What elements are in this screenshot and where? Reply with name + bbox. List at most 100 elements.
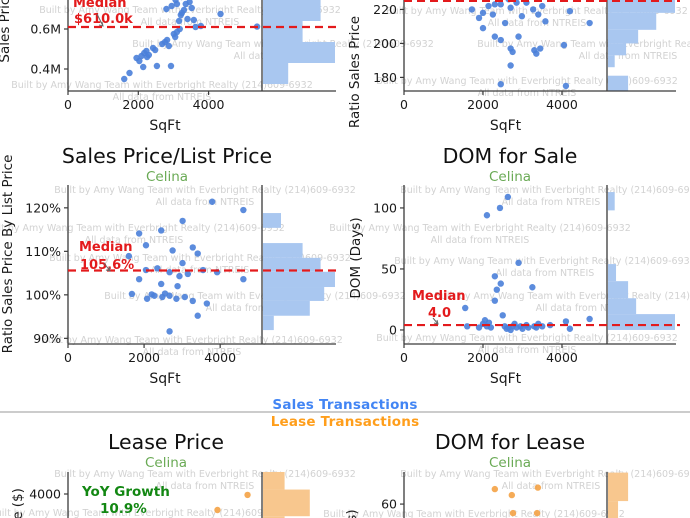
data-point [586, 19, 593, 27]
chart-subtitle: Celina [489, 169, 531, 185]
data-point [142, 266, 150, 274]
y-tick-label: 0.6M [30, 22, 61, 37]
hist-bar [263, 257, 321, 272]
data-point [184, 15, 191, 23]
x-axis-label: SqFt [149, 371, 181, 387]
data-point [497, 36, 504, 44]
hist-bar [263, 63, 289, 84]
chart-title: Sales Price/List Price [62, 144, 272, 168]
hist-bar [608, 501, 619, 518]
hist-bar [608, 281, 629, 299]
annotation-arrow [96, 13, 104, 27]
watermark-text: All data from NTREIS [496, 268, 595, 279]
data-point [151, 46, 159, 54]
watermark-text: All data from NTREIS [206, 303, 305, 314]
legend-sales-label: Sales Transactions [272, 397, 418, 413]
data-point [566, 7, 574, 15]
data-point [143, 295, 151, 302]
hist-bar [608, 55, 615, 68]
watermark-text: All data from NTREIS [502, 481, 601, 492]
data-point [181, 293, 188, 301]
hist-bar [608, 75, 629, 91]
data-point [190, 16, 198, 24]
chart-sales_price: 0.4M 0.6M 0 2000 4000 SqFt Sales Price Median$6… [0, 0, 340, 134]
data-point [533, 509, 541, 517]
chart-lease_price: 4000Lease Price ($)YoY Growth10.9%Lease … [10, 430, 310, 518]
data-point [165, 42, 173, 50]
annotation-arrow [103, 262, 111, 272]
x-axis-label: SqFt [490, 371, 522, 387]
data-point [499, 312, 506, 319]
y-axis-label: Ratio Sales Price [347, 16, 363, 128]
data-point [562, 318, 570, 325]
data-point [189, 244, 196, 251]
axes: 180 200 220 0 2000 4000 SqFt Ratio Sales Price [347, 0, 676, 134]
chart-subtitle: Celina [489, 455, 531, 471]
y-tick-label: 0 [389, 322, 397, 337]
watermark-text: Built by Amy Wang Team with Everbright R… [54, 469, 356, 480]
y-tick-label: 120% [25, 200, 61, 215]
x-tick-label: 4000 [546, 350, 578, 365]
x-tick-label: 2000 [128, 350, 160, 365]
y-tick-label: 0.4M [30, 62, 61, 77]
x-axis-label: SqFt [149, 118, 181, 134]
data-point [167, 62, 175, 70]
data-point [535, 11, 542, 18]
data-point [168, 2, 175, 10]
y-tick-label: 220 [373, 2, 397, 17]
data-point [128, 290, 136, 298]
chart-dom_sale: 0 50 100 0 2000 4000 SqFt DOM (Days) Median 4.0 DO… [348, 144, 680, 387]
hist-bar [263, 21, 303, 42]
data-point [184, 270, 192, 278]
y-axis-label: Lease Price ($) [10, 488, 26, 518]
watermark-text: Built by Amy Wang Team with Everbright R… [323, 509, 625, 518]
data-point [194, 312, 201, 319]
data-point [194, 250, 201, 257]
marginal-histogram [263, 213, 335, 331]
hist-bar [263, 472, 285, 490]
data-point [529, 284, 536, 291]
data-point [174, 282, 181, 290]
x-tick-label: 4000 [193, 97, 225, 112]
watermark-text: Built by Amy Wang Team with Everbright R… [0, 223, 285, 234]
watermark-text: Built by Amy Wang Team with Everbright R… [104, 291, 406, 302]
y-tick-label: 200 [373, 36, 397, 51]
data-point [240, 206, 247, 214]
data-point [157, 280, 165, 288]
hist-bar [608, 314, 675, 330]
watermark-text: All data from NTREIS [478, 345, 577, 356]
x-tick-label: 0 [64, 350, 72, 365]
watermark-text: Built by Amy Wang Team with Everbright R… [376, 76, 678, 87]
data-point [586, 315, 593, 323]
data-point [537, 45, 544, 52]
median-value: 4.0 [428, 306, 451, 321]
scatter-points [214, 491, 251, 514]
watermark-text: Built by Amy Wang Team with Everbright R… [54, 185, 356, 196]
watermark-text: All data from NTREIS [143, 347, 242, 358]
hist-bar [608, 472, 629, 502]
yoy-growth-label: YoY Growth [81, 484, 170, 500]
data-point [533, 50, 540, 57]
watermark-text: Built by Amy Wang Team with Everbright R… [477, 39, 690, 50]
hist-bar [263, 42, 335, 63]
axes: 60 DOM (Days) [344, 472, 608, 518]
y-axis-label: Ratio Sales Price By List Price [0, 155, 16, 354]
y-tick-label: 100% [25, 287, 61, 302]
data-point [121, 75, 128, 83]
watermark-text: Built by Amy Wang Team with Everbright R… [386, 6, 688, 17]
watermark-text: Built by Amy Wang Team with Everbright R… [11, 80, 313, 91]
watermark-text: All data from NTREIS [536, 303, 635, 314]
hist-bar [608, 0, 675, 13]
data-point [534, 484, 542, 491]
median-label: Median [73, 0, 127, 11]
data-point [208, 198, 216, 205]
data-point [192, 23, 199, 31]
data-point [188, 4, 195, 12]
watermark-text: All data from NTREIS [488, 18, 587, 29]
data-point [509, 48, 516, 56]
hist-bar [263, 315, 274, 331]
data-point [175, 17, 183, 25]
data-point [491, 297, 499, 304]
